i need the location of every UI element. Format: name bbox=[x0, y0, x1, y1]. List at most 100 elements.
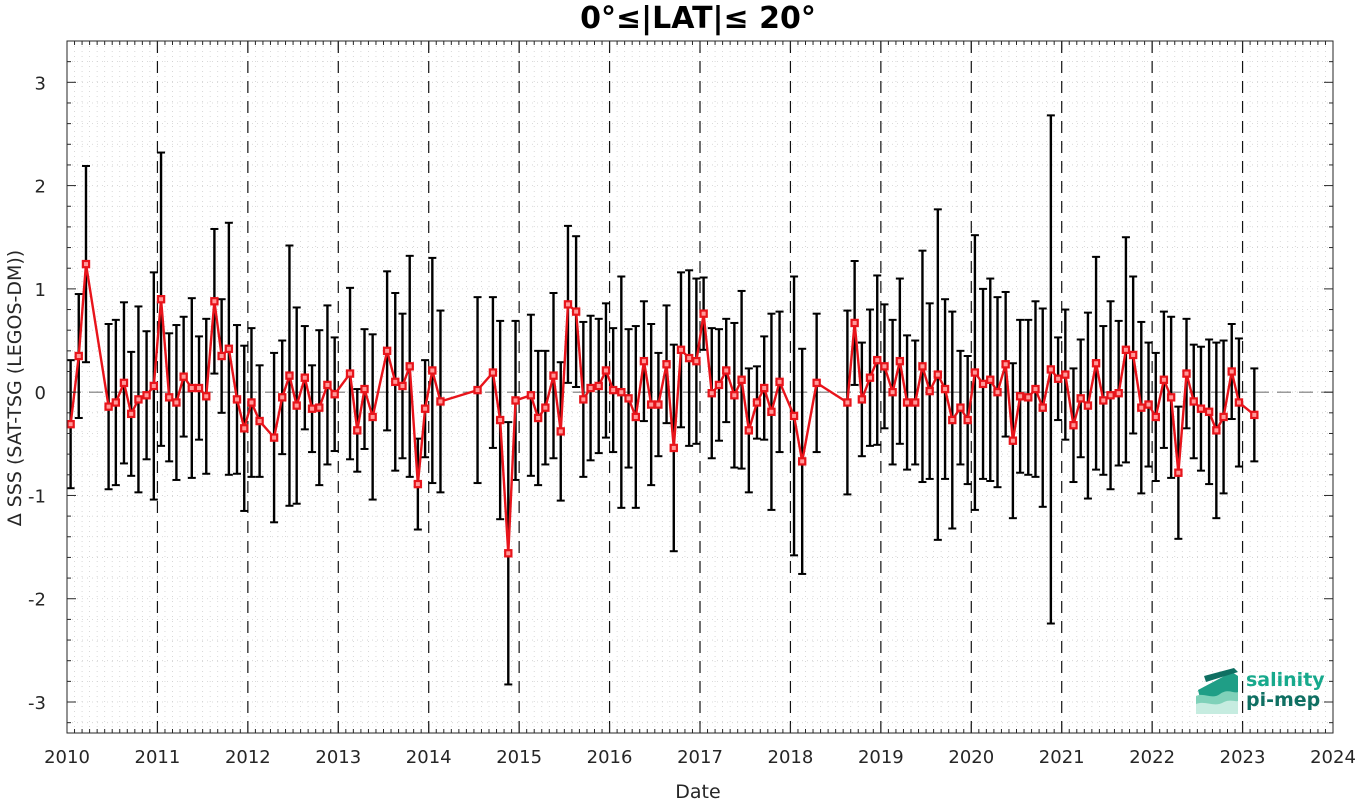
data-point-highlight bbox=[1056, 376, 1061, 381]
data-point-highlight bbox=[633, 414, 638, 419]
data-point-highlight bbox=[875, 358, 880, 363]
data-point-highlight bbox=[754, 400, 759, 405]
y-tick-label: 0 bbox=[35, 383, 46, 404]
data-point-highlight bbox=[438, 399, 443, 404]
x-tick-label: 2023 bbox=[1220, 747, 1266, 768]
data-point-highlight bbox=[310, 406, 315, 411]
data-point-highlight bbox=[603, 368, 608, 373]
data-point-highlight bbox=[769, 409, 774, 414]
data-point-highlight bbox=[430, 368, 435, 373]
data-point-highlight bbox=[1198, 406, 1203, 411]
data-point-highlight bbox=[565, 302, 570, 307]
data-point-highlight bbox=[762, 386, 767, 391]
data-point-highlight bbox=[249, 400, 254, 405]
data-point-highlight bbox=[626, 396, 631, 401]
data-point-highlight bbox=[68, 422, 73, 427]
data-point-highlight bbox=[362, 387, 367, 392]
tick-layer: 2010 2011 2012 2013 2014 2015 2016 2017 2018 2019… bbox=[28, 40, 1356, 768]
data-point-highlight bbox=[506, 551, 511, 556]
data-point-highlight bbox=[1252, 412, 1257, 417]
data-point-highlight bbox=[242, 426, 247, 431]
data-point-highlight bbox=[159, 297, 164, 302]
data-point-highlight bbox=[905, 400, 910, 405]
data-point-highlight bbox=[694, 359, 699, 364]
x-tick-label: 2019 bbox=[858, 747, 904, 768]
data-point-highlight bbox=[1071, 423, 1076, 428]
data-point-highlight bbox=[746, 428, 751, 433]
data-point-highlight bbox=[1176, 470, 1181, 475]
data-point-highlight bbox=[551, 373, 556, 378]
y-tick-label: 3 bbox=[35, 73, 46, 94]
x-tick-label: 2015 bbox=[496, 747, 542, 768]
data-point-highlight bbox=[272, 435, 277, 440]
data-point-highlight bbox=[1123, 347, 1128, 352]
x-tick-label: 2010 bbox=[44, 747, 90, 768]
data-point-highlight bbox=[1048, 367, 1053, 372]
data-point-highlight bbox=[859, 397, 864, 402]
data-point-highlight bbox=[995, 390, 1000, 395]
data-point-highlight bbox=[1094, 361, 1099, 366]
data-point-highlight bbox=[400, 383, 405, 388]
data-point-highlight bbox=[106, 404, 111, 409]
data-point-highlight bbox=[927, 389, 932, 394]
data-point-highlight bbox=[83, 262, 88, 267]
wave-logo-icon bbox=[1196, 668, 1238, 714]
logo-line2: pi-mep bbox=[1246, 689, 1320, 711]
data-point-highlight bbox=[739, 377, 744, 382]
data-point-highlight bbox=[800, 459, 805, 464]
y-axis-label: Δ SSS (SAT-TSG (LEGOS-DM)) bbox=[4, 250, 26, 526]
data-point-highlight bbox=[1040, 405, 1045, 410]
data-point-highlight bbox=[302, 375, 307, 380]
data-point-highlight bbox=[1139, 405, 1144, 410]
data-point-highlight bbox=[76, 354, 81, 359]
data-point-highlight bbox=[332, 392, 337, 397]
x-tick-label: 2018 bbox=[768, 747, 814, 768]
data-point-highlight bbox=[687, 356, 692, 361]
data-point-highlight bbox=[581, 397, 586, 402]
data-point-highlight bbox=[1101, 398, 1106, 403]
data-point-highlight bbox=[1169, 395, 1174, 400]
data-point-highlight bbox=[151, 383, 156, 388]
x-tick-label: 2017 bbox=[677, 747, 723, 768]
data-point-highlight bbox=[257, 419, 262, 424]
x-tick-label: 2021 bbox=[1039, 747, 1085, 768]
y-tick-label: 2 bbox=[35, 177, 46, 198]
data-point-highlight bbox=[1221, 414, 1226, 419]
data-point-highlight bbox=[890, 390, 895, 395]
data-point-highlight bbox=[814, 380, 819, 385]
data-point-highlight bbox=[920, 364, 925, 369]
data-point-highlight bbox=[981, 381, 986, 386]
data-point-highlight bbox=[189, 386, 194, 391]
x-tick-label: 2011 bbox=[135, 747, 181, 768]
data-point-highlight bbox=[212, 299, 217, 304]
chart-title: 0°≤|LAT|≤ 20° bbox=[580, 1, 816, 36]
data-point-highlight bbox=[235, 397, 240, 402]
data-point-highlight bbox=[1191, 399, 1196, 404]
x-tick-label: 2020 bbox=[948, 747, 994, 768]
data-point-highlight bbox=[348, 371, 353, 376]
data-point-highlight bbox=[355, 428, 360, 433]
salinity-pi-mep-logo: salinity pi-mep bbox=[1196, 668, 1325, 714]
logo-line1: salinity bbox=[1246, 669, 1325, 691]
data-point-highlight bbox=[385, 348, 390, 353]
data-point-highlight bbox=[1116, 391, 1121, 396]
data-point-highlight bbox=[664, 362, 669, 367]
data-point-highlight bbox=[197, 386, 202, 391]
data-point-highlight bbox=[204, 394, 209, 399]
data-point-highlight bbox=[415, 482, 420, 487]
data-point-highlight bbox=[475, 388, 480, 393]
data-point-highlight bbox=[370, 414, 375, 419]
data-point-highlight bbox=[852, 320, 857, 325]
data-point-highlight bbox=[1161, 377, 1166, 382]
data-point-highlight bbox=[913, 400, 918, 405]
data-point-highlight bbox=[1236, 400, 1241, 405]
data-point-highlight bbox=[792, 413, 797, 418]
data-point-highlight bbox=[701, 311, 706, 316]
data-point-highlight bbox=[732, 393, 737, 398]
x-tick-label: 2016 bbox=[587, 747, 633, 768]
data-point-highlight bbox=[407, 364, 412, 369]
data-point-highlight bbox=[679, 347, 684, 352]
data-point-highlight bbox=[1085, 403, 1090, 408]
data-point-highlight bbox=[619, 390, 624, 395]
